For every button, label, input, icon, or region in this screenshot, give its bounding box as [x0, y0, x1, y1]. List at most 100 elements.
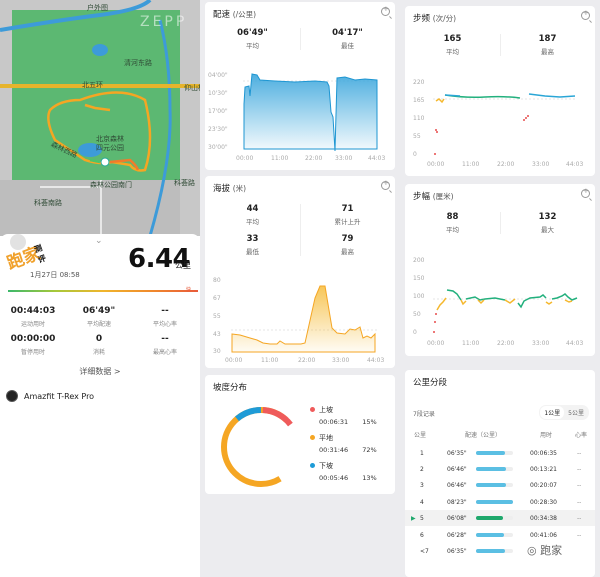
elevation-chart[interactable]: 80 67 55 43 30 00:00 11:00 22:00 33:00 4… — [205, 270, 395, 366]
svg-text:11:00: 11:00 — [462, 340, 479, 347]
charts-column-middle: 配速 (/公里) 06'49"平均 04'17"最佳 04'00" 10'30"… — [200, 0, 400, 577]
svg-text:22:00: 22:00 — [497, 340, 514, 347]
elev-gain: 71 累计上升 — [334, 204, 361, 226]
svg-text:110: 110 — [413, 115, 425, 122]
svg-text:44:03: 44:03 — [368, 155, 385, 162]
split-unit-toggle: 1公里 5公里 — [539, 405, 589, 420]
svg-text:00:00: 00:00 — [236, 155, 253, 162]
svg-text:33:00: 33:00 — [532, 340, 549, 347]
divider — [300, 204, 301, 256]
col-header-km: 公里 — [414, 432, 427, 439]
svg-text:33:00: 33:00 — [335, 155, 352, 162]
downhill-dot-icon — [310, 463, 315, 468]
cadence-avg: 165 平均 — [443, 34, 462, 56]
map-label: 仰山桥 — [184, 84, 200, 92]
chevron-down-icon[interactable]: ⌄ — [95, 236, 103, 246]
distance-unit: 公里 — [175, 261, 191, 270]
svg-text:33:00: 33:00 — [332, 357, 349, 364]
map-label: 科荟路 — [174, 179, 195, 187]
map-label: 户外图 — [87, 4, 108, 12]
split-row[interactable]: 2 06'46" 00:13:21 -- — [420, 465, 582, 473]
svg-text:165: 165 — [413, 97, 425, 104]
blank-area — [6, 418, 194, 577]
slope-title: 坡度分布 — [213, 383, 248, 393]
workout-date: 1月27日 08:58 — [30, 271, 80, 279]
elev-avg: 44 平均 — [246, 204, 259, 226]
cadence-max: 187 最高 — [538, 34, 557, 56]
svg-text:200: 200 — [413, 257, 425, 264]
split-row[interactable]: 3 06'46" 00:20:07 -- — [420, 481, 582, 489]
split-row[interactable]: 4 08'23" 00:28:30 -- — [420, 498, 582, 506]
zoom-in-icon[interactable] — [581, 187, 590, 198]
stat-avg-pace: 06'49" 平均配速 — [82, 306, 116, 328]
split-row[interactable]: 6 06'28" 00:41:06 -- — [420, 531, 582, 539]
stride-max: 132 最大 — [538, 212, 557, 234]
device-row[interactable]: Amazfit T-Rex Pro — [6, 390, 94, 402]
svg-text:43: 43 — [213, 331, 221, 338]
elevation-title: 海拔 (米) — [213, 184, 247, 194]
svg-text:0: 0 — [413, 151, 417, 158]
zoom-in-icon[interactable] — [381, 5, 390, 16]
slope-donut-chart[interactable] — [219, 405, 303, 489]
svg-text:30'00": 30'00" — [208, 144, 228, 151]
svg-text:0: 0 — [413, 329, 417, 336]
map-label: 北五环 — [82, 81, 103, 89]
cadence-chart[interactable]: 220 165 110 55 0 00:00 11:00 22:00 33:00… — [405, 74, 595, 170]
stride-chart[interactable]: 200 150 100 50 0 00:00 11:00 22:00 33:00… — [405, 252, 595, 352]
stat-duration: 00:44:03 运动用时 — [10, 306, 56, 328]
cadence-title: 步频 (次/分) — [413, 14, 457, 24]
stat-calories: 0 消耗 — [92, 334, 105, 356]
elev-min: 33 最低 — [246, 234, 259, 256]
col-header-pace: 配速（公里） — [465, 432, 502, 439]
svg-text:11:00: 11:00 — [271, 155, 288, 162]
split-row-fastest[interactable]: ▶ 5 06'08" 00:34:38 -- — [405, 510, 595, 526]
slope-downhill: 下坡 00:05:46 13% — [310, 461, 377, 482]
uphill-dot-icon — [310, 407, 315, 412]
divider — [300, 28, 301, 50]
toggle-1km[interactable]: 1公里 — [540, 406, 565, 419]
details-link[interactable]: 详细数据 > — [79, 367, 121, 376]
map-graphic — [0, 0, 200, 236]
search-icon[interactable] — [10, 234, 26, 250]
toggle-5km[interactable]: 5公里 — [568, 410, 584, 417]
svg-text:22:00: 22:00 — [497, 161, 514, 168]
distance-value: 6.44 — [128, 244, 191, 274]
map-label: 清河东路 — [124, 59, 152, 67]
svg-text:30: 30 — [213, 348, 221, 355]
zoom-in-icon[interactable] — [581, 9, 590, 20]
svg-text:220: 220 — [413, 79, 425, 86]
stride-title: 步幅 (厘米) — [413, 192, 454, 202]
split-row[interactable]: <7 06'35" — [405, 543, 595, 559]
split-count: 7段记录 — [413, 411, 435, 418]
col-header-hr: 心率 — [575, 432, 588, 439]
map-label: 四元公园 — [96, 144, 124, 152]
workout-summary-column: ZEPP 户外图 清河东路 北五环 仰山桥 北京森林 四元公园 森林西路 森林公… — [0, 0, 200, 577]
zepp-watermark: ZEPP — [140, 14, 188, 30]
pace-avg: 06'49" 平均 — [237, 28, 268, 50]
svg-text:55: 55 — [213, 313, 221, 320]
split-row[interactable]: 1 06'35" 00:06:35 -- — [420, 449, 582, 457]
pace-card: 配速 (/公里) 06'49"平均 04'17"最佳 04'00" 10'30"… — [205, 2, 395, 170]
map-label: 北京森林 — [96, 135, 124, 143]
watch-icon — [6, 390, 18, 402]
pace-title: 配速 (/公里) — [213, 10, 257, 20]
flat-dot-icon — [310, 435, 315, 440]
route-map[interactable]: ZEPP 户外图 清河东路 北五环 仰山桥 北京森林 四元公园 森林西路 森林公… — [0, 0, 200, 236]
svg-text:00:00: 00:00 — [427, 340, 444, 347]
splits-card: 公里分段 7段记录 1公里 5公里 公里 配速（公里） 用时 心率 1 06'35… — [405, 370, 595, 577]
svg-text:50: 50 — [413, 311, 421, 318]
zoom-in-icon[interactable] — [381, 179, 390, 190]
svg-text:17'00": 17'00" — [208, 108, 228, 115]
svg-text:100: 100 — [413, 293, 425, 300]
stat-max-hr: -- 最高心率 — [152, 334, 177, 356]
pace-chart[interactable]: 04'00" 10'30" 17'00" 23'30" 30'00" 00:00… — [205, 64, 395, 164]
col-header-time: 用时 — [540, 432, 553, 439]
svg-text:33:00: 33:00 — [532, 161, 549, 168]
pace-gradient-bar — [8, 290, 198, 292]
stat-avg-hr: -- 平均心率 — [152, 306, 177, 328]
slope-flat: 平地 00:31:46 72% — [310, 433, 377, 454]
divider — [500, 34, 501, 56]
